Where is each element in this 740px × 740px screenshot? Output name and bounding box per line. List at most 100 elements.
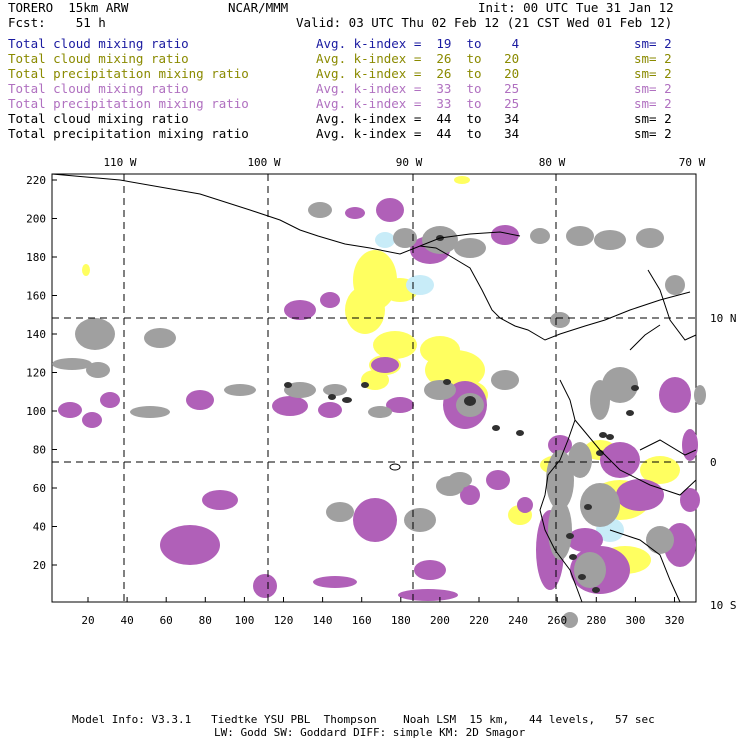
- cloud-area-purple: [284, 300, 316, 320]
- precip-area-yellow: [454, 176, 470, 184]
- cloud-area-gray: [568, 442, 592, 478]
- legend-field: Total cloud mixing ratio: [8, 36, 189, 51]
- legend-row: Total precipitation mixing ratio Avg. k-i…: [8, 96, 728, 111]
- cloud-area-purple: [680, 488, 700, 512]
- cloud-fields: [52, 176, 706, 628]
- cloud-core-dark: [443, 379, 451, 385]
- coastline: [629, 324, 661, 351]
- legend-smoothing: sm= 2: [634, 81, 672, 96]
- cloud-core-dark: [606, 434, 614, 440]
- x-tick-label: 280: [586, 614, 606, 627]
- cloud-area-purple: [659, 377, 691, 413]
- legend-smoothing: sm= 2: [634, 36, 672, 51]
- precip-area-yellow: [373, 331, 417, 359]
- legend-row: Total precipitation mixing ratio Avg. k-i…: [8, 66, 728, 81]
- longitude-label: 110 W: [103, 156, 136, 169]
- cloud-core-dark: [328, 394, 336, 400]
- forecast-map: 110 W 100 W 90 W 80 W 70 W 10 N 0 10 S 220 200 180…: [26, 156, 737, 628]
- legend-row: Total cloud mixing ratio Avg. k-index = 1…: [8, 36, 728, 51]
- cloud-area-purple: [160, 525, 220, 565]
- cloud-area-gray: [368, 406, 392, 418]
- cloud-area-gray: [454, 238, 486, 258]
- x-tick-label: 120: [274, 614, 294, 627]
- cloud-area-lightblue: [406, 275, 434, 295]
- cloud-core-dark: [566, 533, 574, 539]
- cloud-area-gray: [594, 230, 626, 250]
- cloud-area-gray: [590, 380, 610, 420]
- y-tick-label: 220: [26, 174, 46, 187]
- legend-row: Total cloud mixing ratio Avg. k-index = 3…: [8, 81, 728, 96]
- cloud-area-purple: [100, 392, 120, 408]
- coastline: [419, 231, 521, 247]
- cloud-area-gray: [602, 367, 638, 403]
- cloud-area-gray: [694, 385, 706, 405]
- x-tick-label: 220: [469, 614, 489, 627]
- cloud-area-purple: [567, 528, 603, 552]
- cloud-area-purple: [386, 397, 414, 413]
- cloud-area-gray: [326, 502, 354, 522]
- y-tick-label: 120: [26, 367, 46, 380]
- cloud-area-purple: [202, 490, 238, 510]
- precip-area-yellow: [420, 336, 460, 364]
- legend-row: Total cloud mixing ratio Avg. k-index = 4…: [8, 111, 728, 126]
- legend-field: Total cloud mixing ratio: [8, 81, 189, 96]
- x-tick-label: 140: [313, 614, 333, 627]
- coastline: [609, 529, 681, 603]
- legend-field: Total precipitation mixing ratio: [8, 66, 249, 81]
- cloud-area-gray: [548, 500, 572, 560]
- cloud-area-gray: [491, 370, 519, 390]
- precip-area-yellow: [640, 456, 680, 484]
- legend-k-index: Avg. k-index = 33 to 25: [316, 81, 520, 96]
- cloud-area-gray: [52, 358, 92, 370]
- precip-area-yellow: [82, 264, 90, 276]
- legend-k-index: Avg. k-index = 44 to 34: [316, 111, 520, 126]
- cloud-area-gray: [665, 275, 685, 295]
- cloud-core-dark: [464, 396, 476, 406]
- coastline: [639, 439, 697, 456]
- cloud-area-purple: [345, 207, 365, 219]
- x-tick-label: 260: [547, 614, 567, 627]
- y-tick-label: 180: [26, 251, 46, 264]
- cloud-core-dark: [492, 425, 500, 431]
- cloud-area-gray: [424, 380, 456, 400]
- cloud-area-purple: [253, 574, 277, 598]
- y-tick-label: 100: [26, 405, 46, 418]
- galapagos-islands: [389, 463, 401, 471]
- y-tick-label: 140: [26, 328, 46, 341]
- cloud-area-gray: [130, 406, 170, 418]
- coastline: [51, 173, 691, 341]
- legend-row: Total cloud mixing ratio Avg. k-index = 2…: [8, 51, 728, 66]
- y-tick-label: 40: [33, 521, 46, 534]
- legend-k-index: Avg. k-index = 44 to 34: [316, 126, 520, 141]
- cloud-area-gray: [562, 612, 578, 628]
- cloud-area-gray: [75, 318, 115, 350]
- cloud-area-purple: [320, 292, 340, 308]
- cloud-core-dark: [569, 554, 577, 560]
- cloud-area-gray: [566, 226, 594, 246]
- cloud-core-dark: [626, 410, 634, 416]
- cloud-area-gray: [580, 483, 620, 527]
- x-tick-label: 40: [120, 614, 133, 627]
- legend-smoothing: sm= 2: [634, 51, 672, 66]
- cloud-core-dark: [584, 504, 592, 510]
- x-tick-label: 160: [352, 614, 372, 627]
- longitude-label: 100 W: [247, 156, 280, 169]
- latitude-label: 10 S: [710, 599, 737, 612]
- cloud-area-purple: [82, 412, 102, 428]
- legend-smoothing: sm= 2: [634, 111, 672, 126]
- coastlines: [51, 173, 697, 603]
- cloud-area-purple: [371, 357, 399, 373]
- cloud-core-dark: [284, 382, 292, 388]
- coastline: [647, 269, 697, 341]
- cloud-area-purple: [491, 225, 519, 245]
- cloud-area-gray: [284, 382, 316, 398]
- cloud-area-purple: [272, 396, 308, 416]
- y-tick-label: 20: [33, 559, 46, 572]
- cloud-area-purple: [376, 198, 404, 222]
- y-tick-label: 200: [26, 213, 46, 226]
- x-tick-label: 180: [391, 614, 411, 627]
- cloud-area-purple: [486, 470, 510, 490]
- footer-physics-info: LW: Godd SW: Goddard DIFF: simple KM: 2D…: [214, 726, 526, 739]
- cloud-area-gray: [530, 228, 550, 244]
- cloud-area-gray: [646, 526, 674, 554]
